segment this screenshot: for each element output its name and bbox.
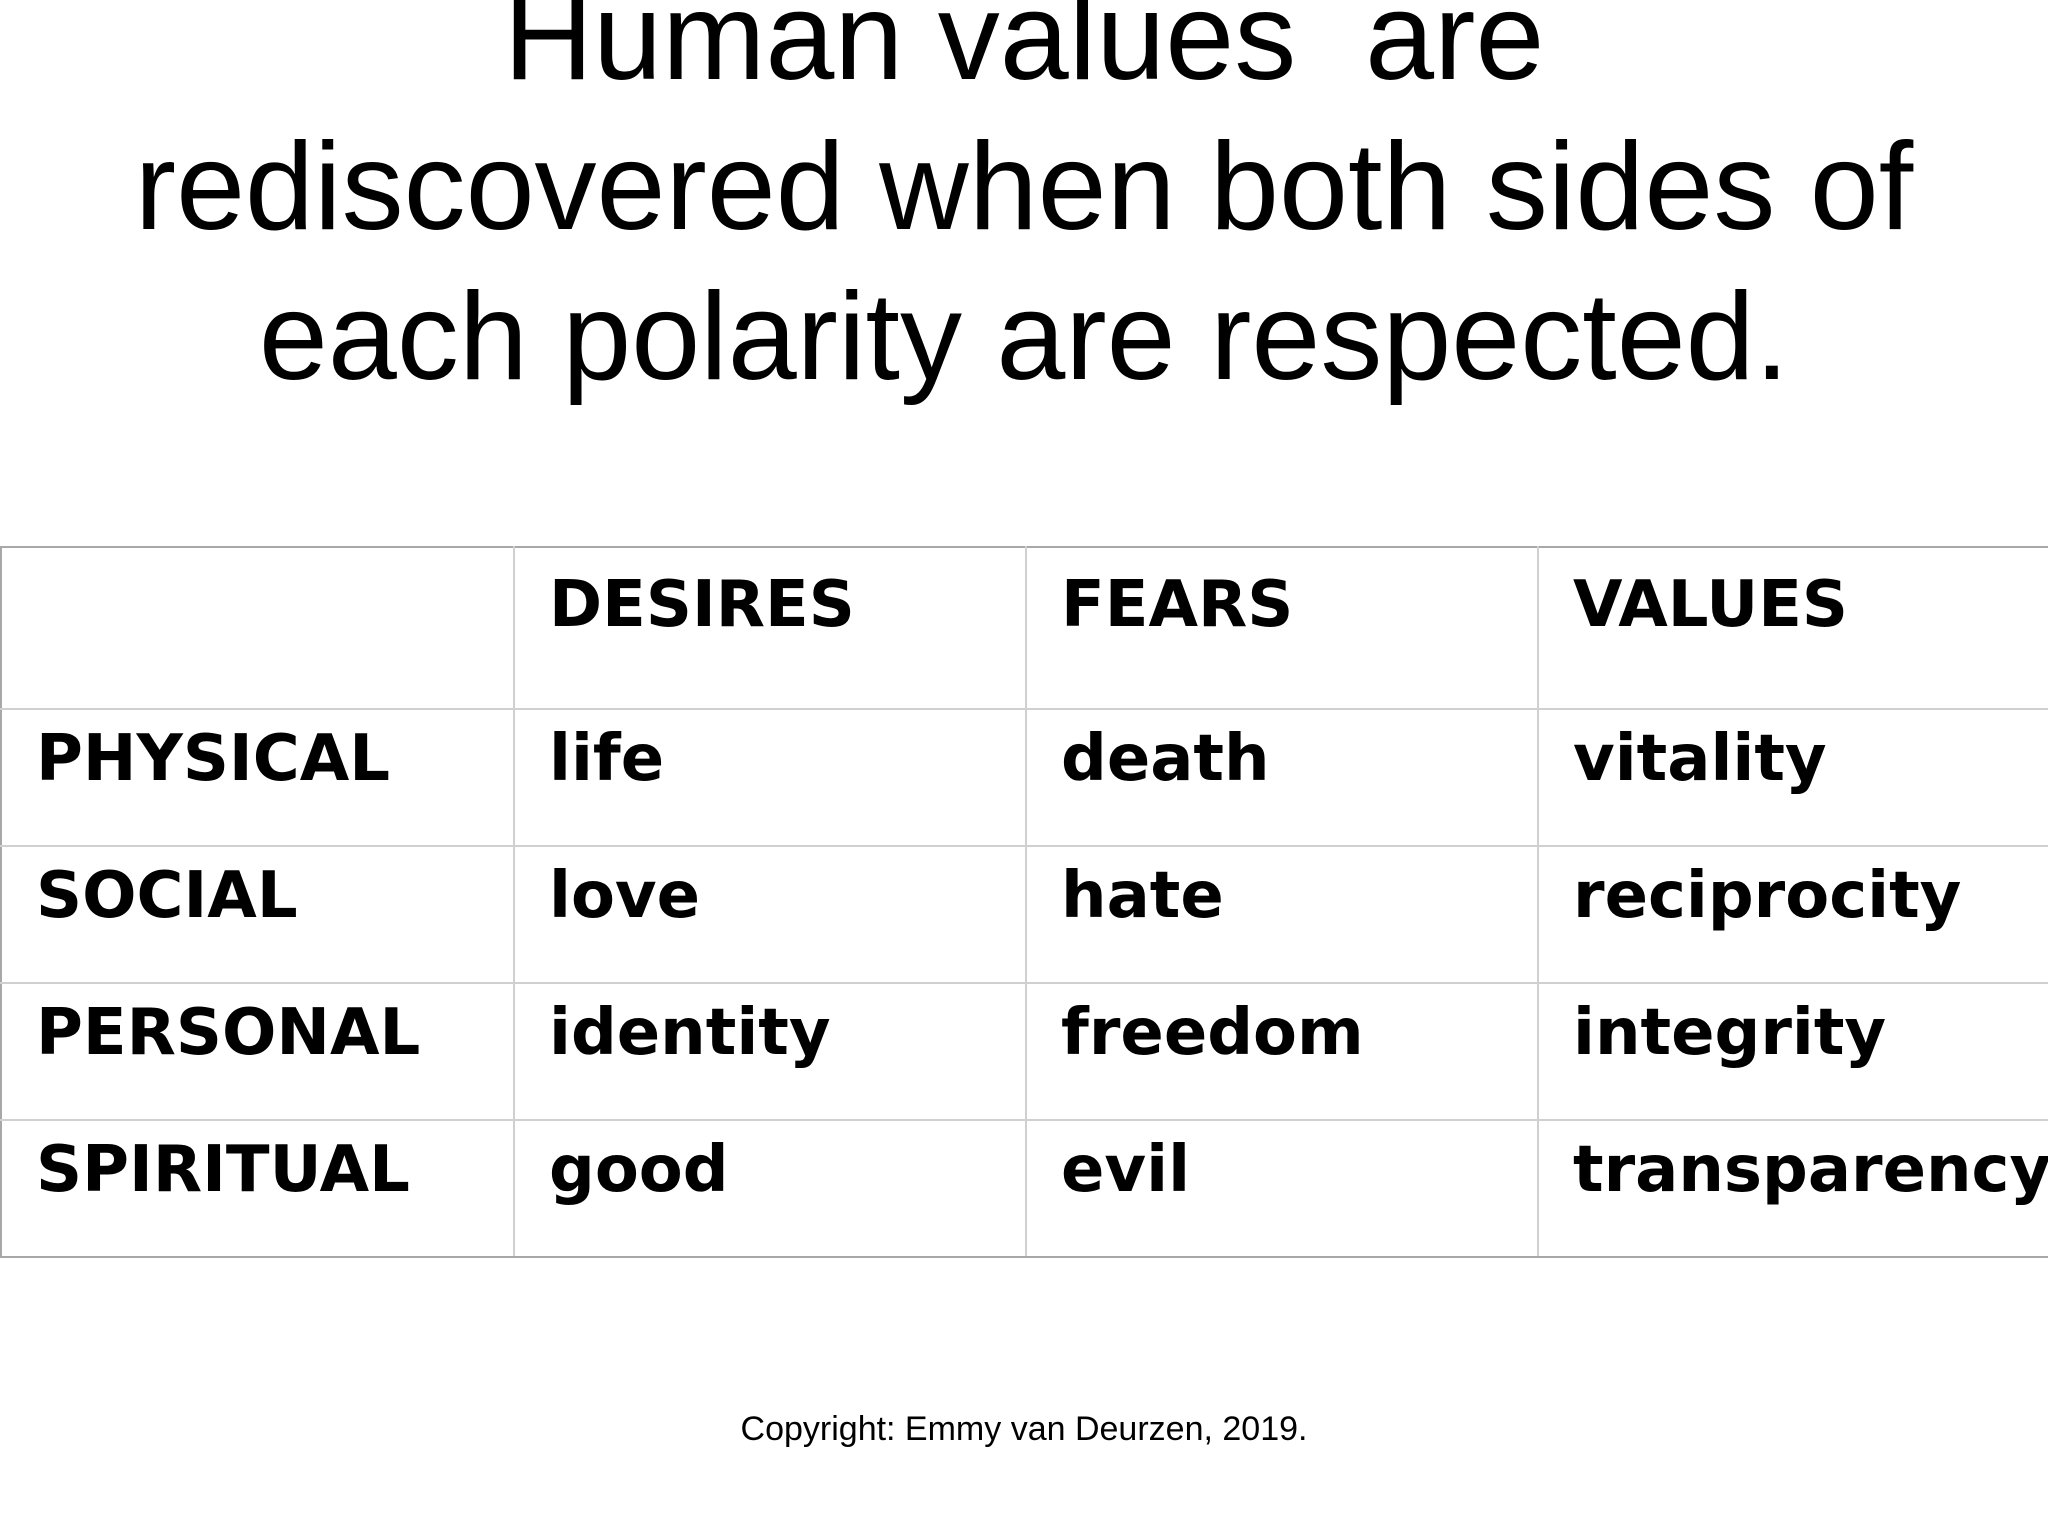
table-row: PERSONAL identity freedom integrity	[0, 982, 2048, 1121]
table-cell: hate	[1025, 845, 1539, 984]
copyright-footer: Copyright: Emmy van Deurzen, 2019.	[740, 1410, 1308, 1448]
table-cell: evil	[1025, 1119, 1539, 1258]
table-row: SOCIAL love hate reciprocity	[0, 845, 2048, 984]
table-cell: integrity	[1537, 982, 2048, 1121]
header-cell-values: VALUES	[1537, 546, 2048, 710]
table-cell: transparency	[1537, 1119, 2048, 1258]
table-cell: vitality	[1537, 708, 2048, 847]
row-label-social: SOCIAL	[0, 845, 515, 984]
polarity-table: DESIRES FEARS VALUES PHYSICAL life death…	[0, 546, 2048, 1258]
row-label-personal: PERSONAL	[0, 982, 515, 1121]
table-row: SPIRITUAL good evil transparency	[0, 1119, 2048, 1258]
table-cell: reciprocity	[1537, 845, 2048, 984]
table-header-row: DESIRES FEARS VALUES	[0, 546, 2048, 710]
header-cell-empty	[0, 546, 515, 710]
table-cell: identity	[513, 982, 1027, 1121]
table-cell: death	[1025, 708, 1539, 847]
table-cell: good	[513, 1119, 1027, 1258]
table-cell: freedom	[1025, 982, 1539, 1121]
slide-title: Human values are rediscovered when both …	[134, 0, 1914, 406]
header-cell-fears: FEARS	[1025, 546, 1539, 710]
row-label-spiritual: SPIRITUAL	[0, 1119, 515, 1258]
table-row: PHYSICAL life death vitality	[0, 708, 2048, 847]
header-cell-desires: DESIRES	[513, 546, 1027, 710]
table-cell: life	[513, 708, 1027, 847]
table-cell: love	[513, 845, 1027, 984]
row-label-physical: PHYSICAL	[0, 708, 515, 847]
